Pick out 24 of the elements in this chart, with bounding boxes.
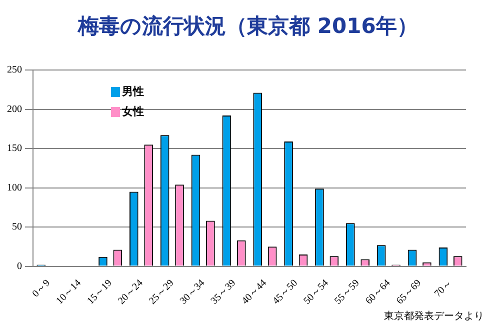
y-tick-label: 200 (7, 104, 22, 115)
legend-label: 女性 (121, 104, 144, 118)
x-tick-label: 35～39 (209, 278, 238, 307)
x-tick-label: 0～9 (30, 278, 52, 300)
x-tick-label: 60～64 (364, 278, 393, 307)
x-tick-label: 65～69 (394, 278, 424, 307)
y-tick-label: 0 (17, 260, 22, 272)
x-tick-label: 40～44 (240, 278, 269, 307)
x-tick-label: 10～14 (54, 278, 84, 307)
legend-label: 男性 (121, 84, 144, 98)
x-tick-label: 15～19 (85, 278, 114, 307)
x-tick-label: 70～ (432, 278, 455, 300)
x-tick-label: 20～24 (116, 278, 146, 307)
y-tick-label: 250 (7, 64, 22, 76)
y-tick-label: 150 (7, 143, 22, 154)
x-tick-label: 45～50 (270, 278, 300, 307)
y-tick-label: 100 (7, 182, 22, 194)
x-tick-label: 30～34 (178, 278, 208, 307)
x-tick-label: 55～59 (332, 278, 362, 307)
x-tick-label: 50～54 (302, 278, 331, 307)
chart-title: 梅毒の流行状況（東京都 2016年） (76, 13, 419, 40)
y-tick-label: 50 (12, 222, 22, 233)
text: 東京都発表データより (384, 310, 484, 323)
x-tick-label: 25～29 (147, 278, 176, 307)
